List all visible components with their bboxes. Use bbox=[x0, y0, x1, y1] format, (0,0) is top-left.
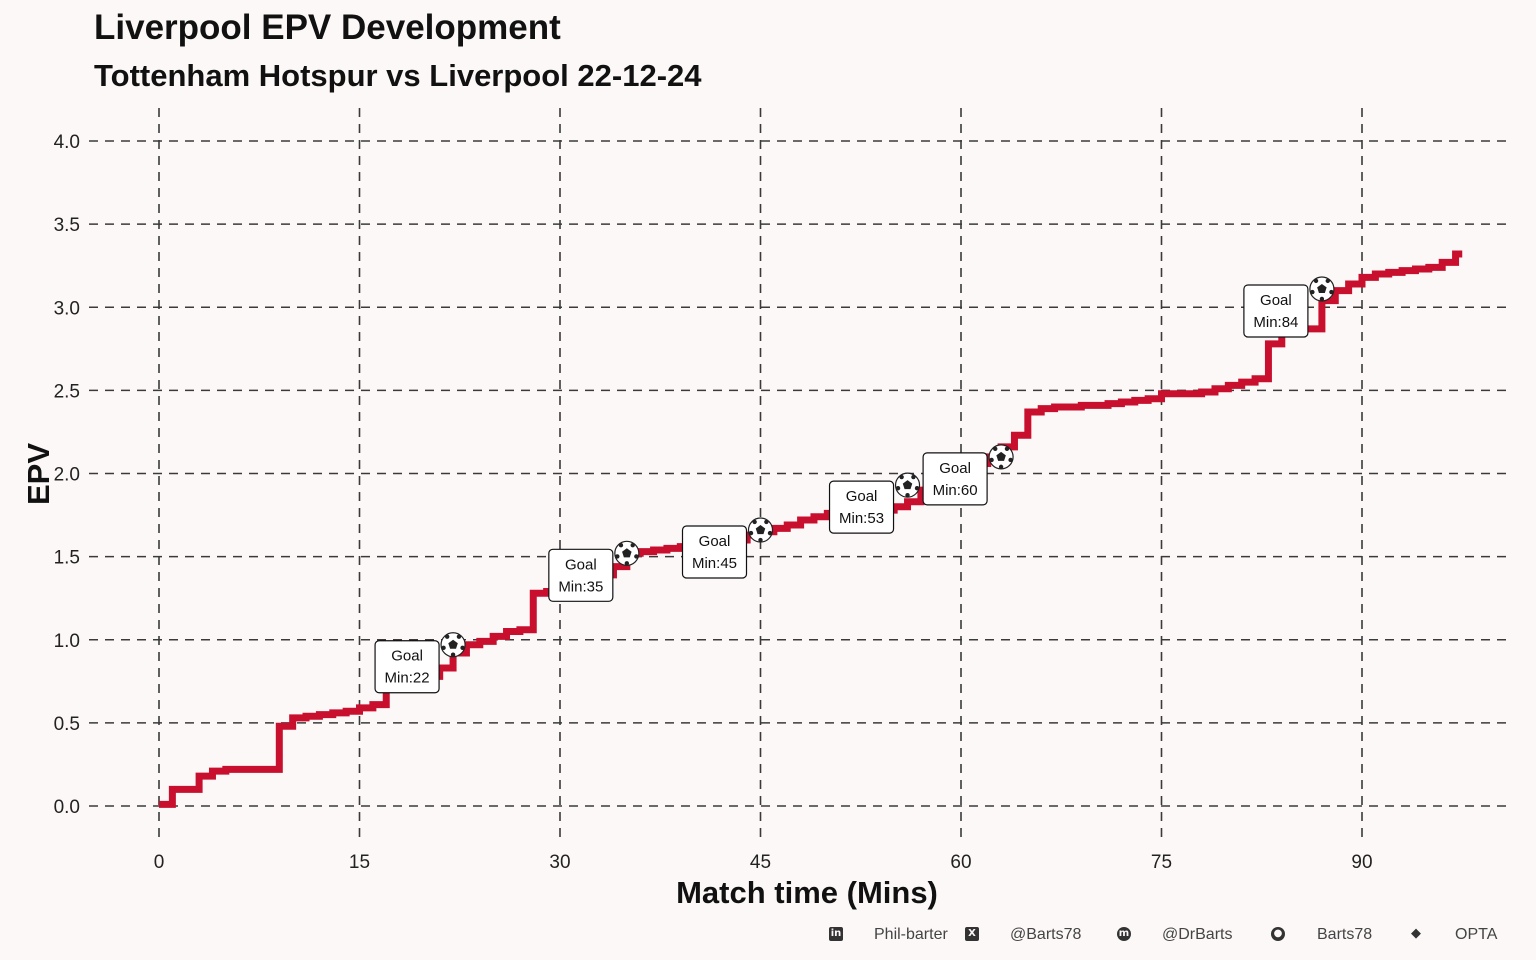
football-patch bbox=[624, 561, 630, 566]
y-tick-label: 4.0 bbox=[54, 132, 80, 153]
football-patch bbox=[1008, 457, 1013, 463]
football-patch bbox=[1319, 296, 1325, 302]
y-tick-label: 0.0 bbox=[54, 797, 80, 818]
football-patch bbox=[764, 519, 769, 525]
x-tick-label: 90 bbox=[1351, 852, 1372, 873]
goal-annotations: Goal Min:22 Goal Min:35 Goal Min:45 Goal Min:53… bbox=[374, 276, 1335, 694]
x-tick-label: 75 bbox=[1151, 852, 1172, 873]
goal-marker: Goal Min:84 bbox=[1243, 276, 1335, 338]
goal-label: Goal bbox=[391, 648, 423, 665]
goal-minute: Min:60 bbox=[933, 482, 978, 499]
football-patch bbox=[444, 634, 450, 639]
goal-label: Goal bbox=[565, 556, 597, 573]
football-pentagon bbox=[622, 548, 632, 558]
football-patch bbox=[460, 645, 465, 651]
linkedin-icon[interactable]: in bbox=[829, 927, 843, 941]
y-tick-label: 2.5 bbox=[54, 381, 80, 402]
github-icon[interactable]: ● bbox=[1271, 927, 1285, 941]
goal-label-box bbox=[828, 480, 895, 534]
mastodon-icon[interactable]: m bbox=[1117, 927, 1131, 941]
y-tick-label: 1.5 bbox=[54, 548, 80, 569]
goal-label: Goal bbox=[699, 533, 731, 550]
football-patch bbox=[998, 464, 1004, 470]
x-tick-label: 45 bbox=[750, 852, 771, 873]
goal-label-box bbox=[681, 525, 748, 579]
goal-minute: Min:45 bbox=[692, 555, 737, 572]
football-patch bbox=[767, 530, 773, 536]
goal-marker: Goal Min:45 bbox=[681, 517, 774, 579]
football-patch bbox=[1325, 278, 1330, 284]
football-patch bbox=[1329, 289, 1334, 295]
goal-marker: Goal Min:60 bbox=[922, 444, 1014, 506]
football-patch bbox=[752, 519, 757, 525]
football-pentagon bbox=[902, 480, 913, 490]
dropbox-icon[interactable]: ◆ bbox=[1411, 926, 1421, 941]
goal-label-box bbox=[1243, 284, 1309, 338]
football-patch bbox=[1004, 446, 1010, 451]
goal-label: Goal bbox=[939, 460, 971, 477]
x-tick-label: 0 bbox=[154, 852, 165, 873]
football-patch bbox=[456, 634, 462, 639]
football-patch bbox=[895, 486, 901, 491]
football-patch bbox=[899, 474, 904, 480]
football-pentagon bbox=[755, 525, 766, 535]
goal-minute: Min:84 bbox=[1253, 314, 1298, 331]
grid bbox=[89, 108, 1512, 840]
goal-minute: Min:35 bbox=[558, 578, 603, 595]
football-patch bbox=[1313, 278, 1319, 284]
football-patch bbox=[450, 652, 456, 657]
goal-marker: Goal Min:35 bbox=[548, 540, 640, 602]
goal-label-box bbox=[374, 640, 440, 694]
credit-dropbox[interactable]: OPTA bbox=[1455, 926, 1498, 943]
y-axis-title: EPV bbox=[21, 443, 56, 505]
footer-credits: in Phil-barter X @Barts78 m @DrBarts ● B… bbox=[0, 924, 1536, 948]
chart-subtitle: Tottenham Hotspur vs Liverpool 22-12-24 bbox=[94, 58, 702, 93]
football-patch bbox=[758, 537, 763, 543]
football-patch bbox=[634, 554, 639, 559]
x-tick-label: 60 bbox=[950, 852, 971, 873]
credit-x[interactable]: @Barts78 bbox=[1010, 926, 1082, 943]
x-axis-title: Match time (Mins) bbox=[676, 875, 938, 910]
credit-github[interactable]: Barts78 bbox=[1317, 926, 1373, 943]
goal-label: Goal bbox=[1260, 292, 1292, 309]
football-pentagon bbox=[996, 451, 1006, 461]
x-icon[interactable]: X bbox=[965, 927, 979, 941]
goal-minute: Min:22 bbox=[385, 670, 430, 687]
y-tick-label: 1.0 bbox=[54, 631, 80, 652]
goal-label: Goal bbox=[846, 488, 878, 505]
x-tick-label: 30 bbox=[549, 852, 570, 873]
football-pentagon bbox=[1317, 283, 1327, 294]
y-tick-label: 3.5 bbox=[54, 215, 80, 236]
football-patch bbox=[630, 543, 635, 548]
x-tick-label: 15 bbox=[349, 852, 370, 873]
y-tick-label: 3.0 bbox=[54, 298, 80, 319]
goal-marker: Goal Min:53 bbox=[828, 472, 921, 534]
football-patch bbox=[993, 446, 998, 451]
football-patch bbox=[905, 492, 910, 498]
axis-ticks: 0.0 0.5 1.0 1.5 2.0 2.5 3.0 3.5 4.0 0 15 30 45 60 75 90 bbox=[54, 132, 1373, 873]
football-patch bbox=[618, 543, 624, 548]
chart-title: Liverpool EPV Development bbox=[94, 8, 561, 47]
credit-linkedin[interactable]: Phil-barter bbox=[874, 926, 948, 943]
football-pentagon bbox=[448, 639, 458, 649]
football-patch bbox=[989, 457, 994, 463]
y-tick-label: 2.0 bbox=[54, 465, 80, 486]
football-patch bbox=[441, 645, 446, 651]
football-patch bbox=[615, 554, 620, 559]
credit-mastodon[interactable]: @DrBarts bbox=[1162, 926, 1233, 943]
football-patch bbox=[914, 486, 920, 491]
y-tick-label: 0.5 bbox=[54, 714, 80, 735]
football-patch bbox=[1310, 289, 1315, 295]
goal-label-box bbox=[548, 548, 614, 602]
football-patch bbox=[911, 474, 916, 480]
goal-marker: Goal Min:22 bbox=[374, 632, 466, 694]
goal-label-box bbox=[922, 452, 988, 506]
football-patch bbox=[748, 530, 754, 536]
goal-minute: Min:53 bbox=[839, 510, 884, 527]
